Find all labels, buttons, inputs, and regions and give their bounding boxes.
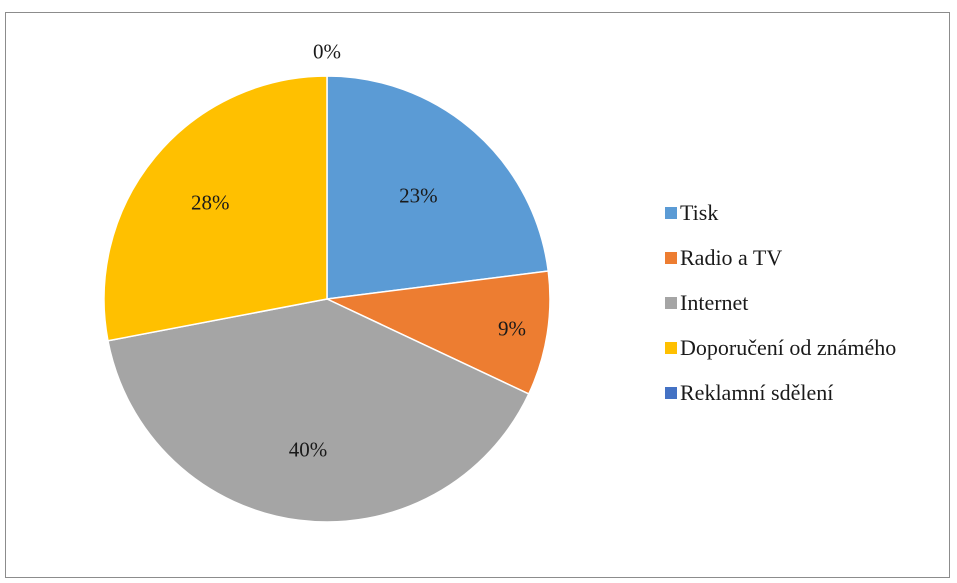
slice-label-internet: 40% [289, 437, 328, 461]
slice-label-doporuceni-od-znameho: 28% [191, 190, 230, 214]
legend-label-internet: Internet [680, 290, 748, 315]
pie-slice-internet [107, 298, 530, 523]
pie-slice-radio-a-tv [324, 270, 551, 395]
slice-label-tisk: 23% [399, 183, 438, 207]
pie-slices [103, 75, 551, 523]
legend-swatch-reklamni-sdeleni [665, 387, 677, 399]
legend-swatch-radio-a-tv [665, 252, 677, 264]
pie-slice-tisk [326, 75, 550, 300]
legend-label-radio-a-tv: Radio a TV [680, 245, 782, 270]
legend-swatch-internet [665, 297, 677, 309]
legend-swatch-doporuceni-od-znameho [665, 342, 677, 354]
pie-slice-doporuceni-od-znameho [103, 75, 328, 342]
legend: Tisk Radio a TV Internet Doporučení od znám… [665, 200, 896, 405]
legend-label-doporuceni-od-znameho: Doporučení od známého [680, 335, 896, 360]
legend-label-reklamni-sdeleni: Reklamní sdělení [680, 380, 833, 405]
slice-label-radio-a-tv: 9% [498, 316, 526, 340]
legend-swatch-tisk [665, 207, 677, 219]
slice-labels: 23% 9% 40% 28% 0% [191, 40, 526, 462]
slice-label-reklamni-sdeleni: 0% [313, 40, 341, 64]
legend-label-tisk: Tisk [680, 200, 718, 225]
